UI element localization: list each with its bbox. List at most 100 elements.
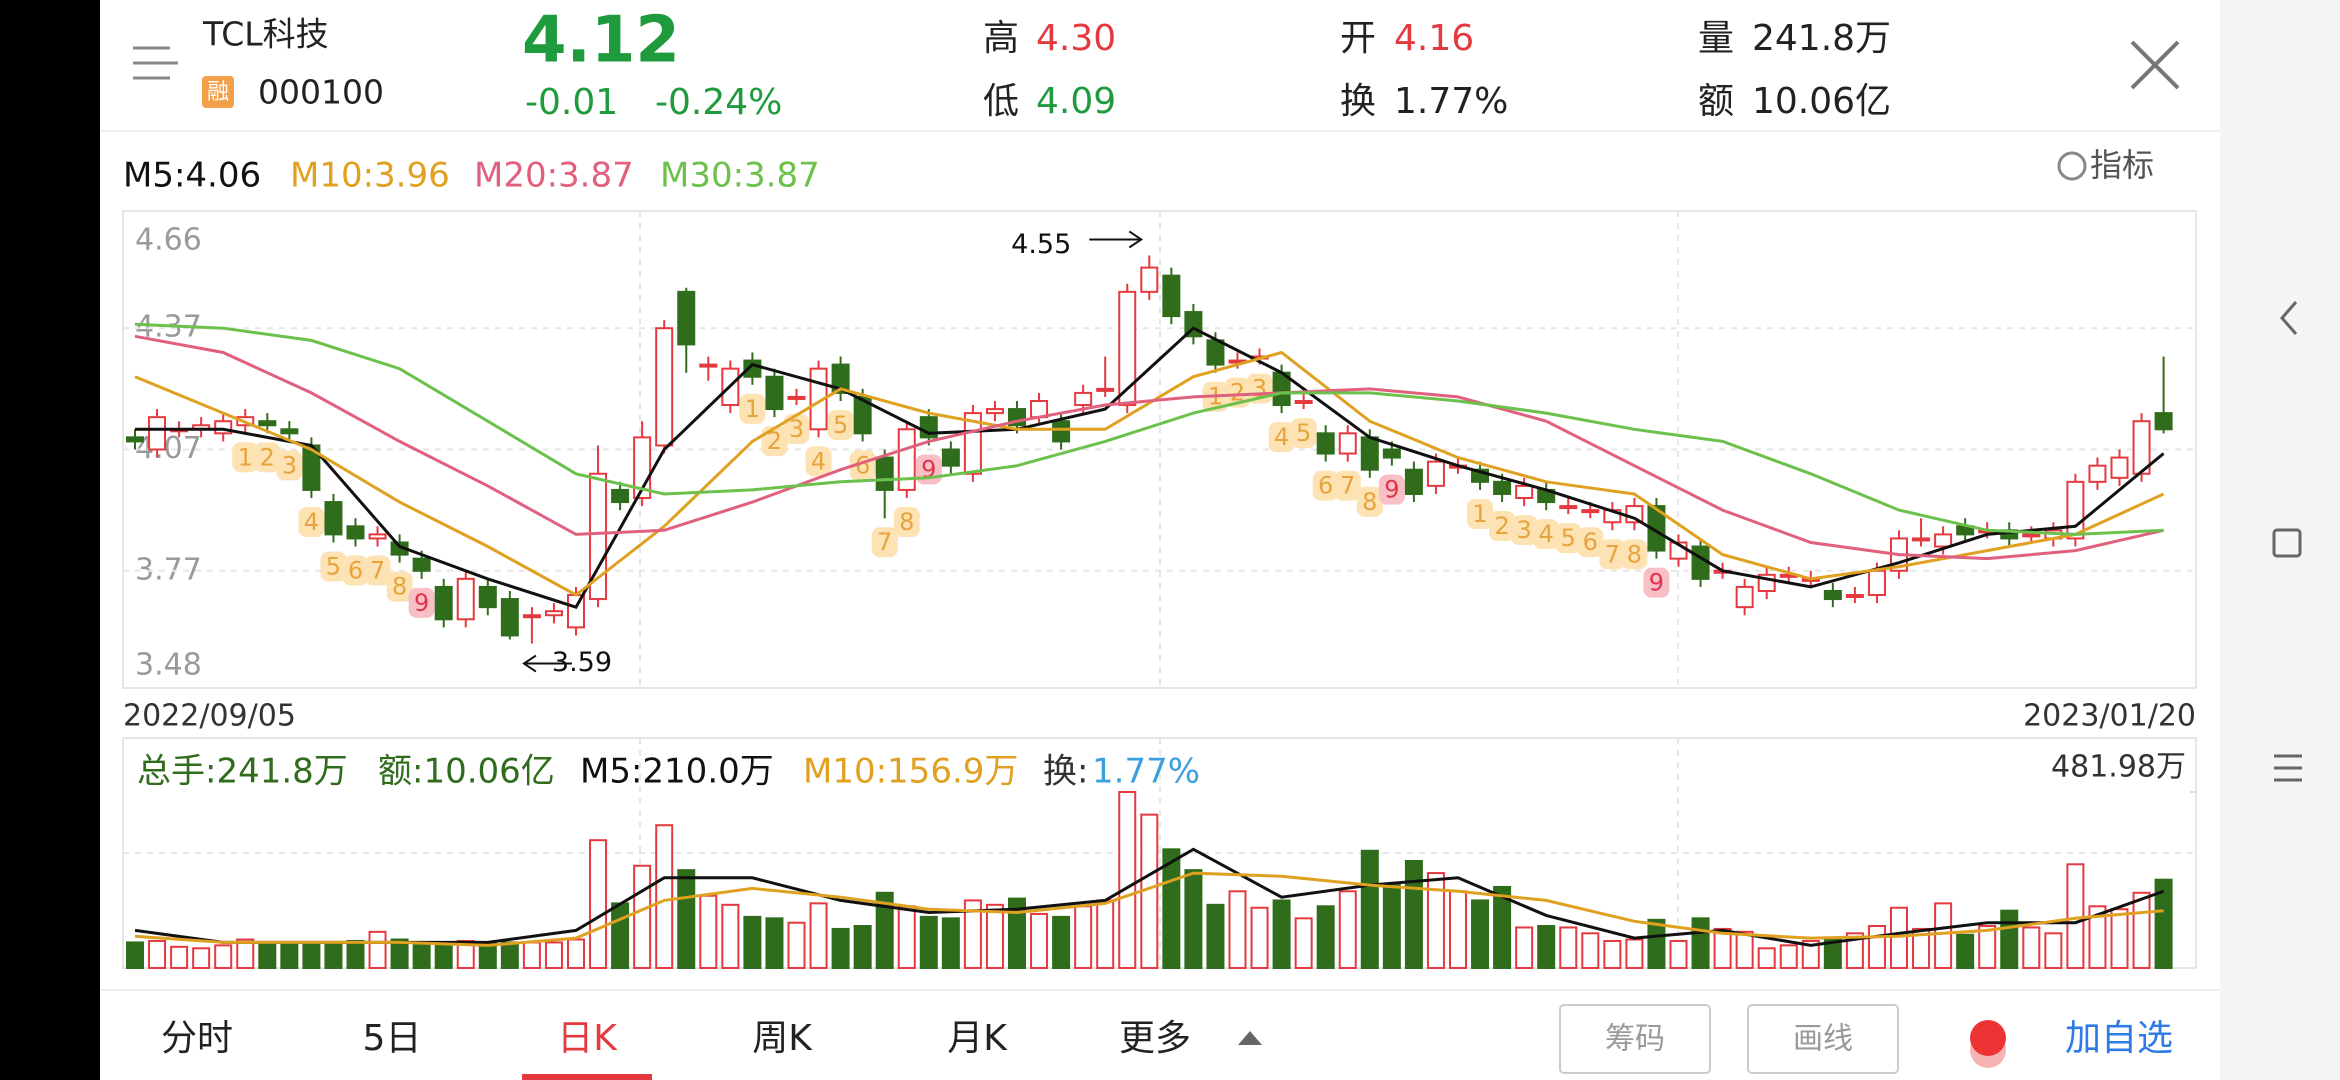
td-label: 5 (833, 411, 848, 439)
legend-item: M10:156.9万 (803, 752, 1018, 792)
volume-bar (897, 905, 916, 970)
volume-bar (1625, 938, 1644, 970)
volume-bar (214, 944, 233, 969)
candle-body (368, 533, 387, 540)
value: 10.06亿 (1752, 81, 1891, 122)
legend-item: M5:210.0万 (580, 752, 774, 792)
badge: 融 (207, 80, 229, 105)
candle-body (1096, 387, 1115, 392)
candle-body (1493, 480, 1512, 495)
td-label: 5 (1296, 419, 1311, 447)
volume-bar (1382, 884, 1401, 969)
candle-body (853, 395, 872, 435)
td-label: 7 (1605, 540, 1620, 568)
close-icon[interactable] (2130, 40, 2180, 90)
volume-bar (1890, 906, 1908, 969)
volume-bar (1338, 890, 1357, 970)
list-icon[interactable] (133, 46, 178, 80)
volume-bar (1030, 912, 1049, 969)
tool-button[interactable]: 画线 (1793, 1022, 1853, 1057)
candle-body (2154, 412, 2173, 431)
tool-button[interactable]: 筹码 (1605, 1022, 1665, 1057)
td-badge (1643, 567, 1670, 598)
y-tick-label: 3.48 (135, 648, 202, 683)
more-arrow[interactable] (1238, 1031, 1262, 1045)
volume-bar (919, 915, 938, 970)
candle-body (1316, 432, 1335, 455)
td-label: 4 (1539, 520, 1554, 548)
tab[interactable]: 更多 (1119, 1018, 1191, 1059)
min-label: 3.59 (552, 647, 612, 678)
change: -0.01 (525, 82, 618, 123)
candle-body (324, 501, 343, 536)
td-badge (783, 414, 810, 445)
tab-underline (522, 1074, 652, 1080)
volume-bar (192, 947, 211, 969)
td-label: 7 (877, 528, 892, 556)
candle-body (544, 610, 563, 617)
td-label: 6 (1318, 472, 1333, 500)
tab[interactable]: 5日 (363, 1018, 422, 1059)
tab[interactable]: 周K (752, 1018, 813, 1059)
volume-bar (589, 839, 608, 969)
td-badge (1511, 515, 1538, 546)
candle-body (2110, 456, 2129, 479)
volume-bar (677, 869, 696, 970)
td-badge (408, 587, 435, 618)
ma-line (134, 847, 2165, 947)
volume-bar (787, 921, 806, 969)
td-badge (364, 555, 391, 586)
candle-body (1360, 436, 1379, 471)
button-frame (1747, 1004, 1899, 1074)
menu-icon[interactable] (2274, 754, 2302, 782)
label: 额 (1698, 81, 1734, 122)
volume-bar (1603, 939, 1622, 970)
td-label: 8 (392, 573, 407, 601)
home-icon[interactable] (2272, 528, 2302, 558)
candle-body (148, 416, 167, 451)
y-tick-label: 481.98万 (2051, 750, 2186, 785)
td-label: 6 (855, 451, 870, 479)
candle-body (897, 428, 916, 491)
candle-body (1867, 569, 1886, 597)
candle-body (831, 363, 850, 394)
candle-body (1118, 290, 1137, 407)
td-badge (254, 442, 281, 473)
legend-item: M10:3.96 (290, 156, 450, 196)
candle-body (1559, 505, 1578, 510)
gauge-icon[interactable] (2057, 151, 2087, 181)
indicator-button[interactable]: 指标 (2090, 146, 2154, 184)
volume-bar (390, 938, 409, 970)
volume-bar (148, 939, 167, 970)
volume-bar (1471, 899, 1490, 969)
volume-bar (1426, 872, 1445, 969)
tab[interactable]: 日K (557, 1018, 618, 1059)
candle-body (1206, 339, 1225, 366)
stock-name: TCL科技 (202, 15, 329, 54)
candle-body (1162, 274, 1181, 318)
candle-body (412, 557, 431, 572)
volume-bar (985, 903, 1004, 970)
td-badge (1312, 470, 1339, 501)
candle-body (875, 456, 894, 491)
td-badge (805, 446, 832, 477)
tab[interactable]: 月K (947, 1018, 1008, 1059)
td-badge (1467, 498, 1494, 529)
change-pct: -0.24% (655, 82, 782, 123)
candle-body (522, 614, 541, 619)
volume-bar (1956, 933, 1975, 969)
add-watch[interactable]: 加自选 (2065, 1018, 2173, 1059)
y-tick-label: 4.66 (135, 223, 202, 258)
back-icon[interactable] (2280, 301, 2298, 335)
td-badge (1577, 527, 1604, 558)
ma-line (134, 350, 2165, 597)
td-label: 1 (745, 395, 760, 423)
v-grid (123, 211, 2196, 968)
tab[interactable]: 分时 (161, 1018, 233, 1059)
legend-item: 总手:241.8万 (137, 752, 348, 792)
volume-bar (368, 930, 387, 969)
volume-bar (765, 917, 784, 970)
td-label: 7 (370, 557, 385, 585)
candle-body (1140, 266, 1159, 293)
